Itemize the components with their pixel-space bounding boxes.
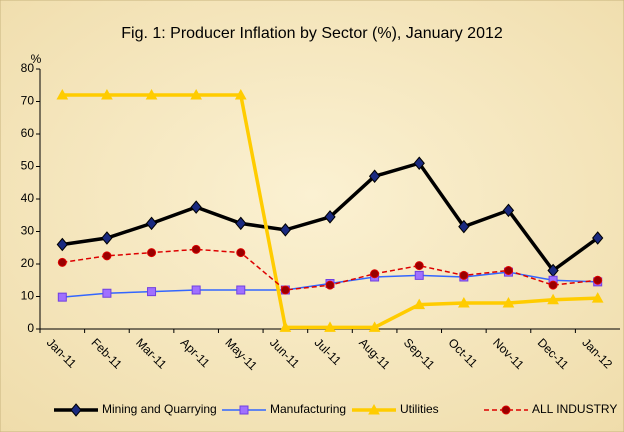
point (147, 248, 157, 258)
y-axis-label: % (31, 52, 42, 66)
point (101, 88, 113, 100)
point (324, 210, 336, 224)
point (56, 237, 68, 252)
point (370, 269, 380, 279)
legend-marker (501, 405, 511, 415)
y-tick-label: 50 (21, 159, 35, 173)
point (547, 293, 559, 305)
point (368, 321, 381, 332)
point (102, 251, 112, 261)
point (102, 288, 112, 298)
point (190, 200, 202, 214)
y-tick-label: 80 (21, 61, 35, 75)
y-tick-label: 0 (27, 321, 34, 335)
point (459, 270, 469, 280)
point (57, 292, 67, 302)
point (191, 244, 201, 254)
legend-label: Manufacturing (270, 402, 346, 416)
point (234, 88, 247, 100)
legend-marker (239, 405, 249, 415)
point (145, 216, 158, 231)
legend-label: Mining and Quarrying (102, 402, 217, 416)
point (145, 88, 158, 100)
point (279, 223, 292, 237)
point (101, 231, 113, 245)
y-tick-label: 10 (21, 289, 35, 303)
point (414, 270, 424, 280)
point (592, 231, 604, 245)
point (591, 292, 604, 303)
point (235, 216, 247, 231)
point (147, 287, 157, 297)
y-tick-label: 60 (21, 126, 35, 140)
point (457, 296, 470, 308)
point (57, 257, 67, 267)
legend-label: ALL INDUSTRY (532, 402, 617, 416)
legend-marker (368, 403, 380, 415)
y-tick-label: 30 (21, 224, 35, 238)
point (413, 298, 426, 310)
point (236, 285, 246, 295)
point (368, 169, 381, 184)
point (503, 266, 513, 275)
point (414, 261, 424, 271)
point (413, 156, 425, 171)
point (190, 88, 203, 100)
point (502, 296, 515, 308)
y-tick-label: 70 (21, 94, 35, 108)
point (56, 88, 69, 100)
point (279, 321, 292, 332)
y-tick-label: 20 (21, 256, 35, 270)
point (548, 280, 558, 290)
chart-title: Fig. 1: Producer Inflation by Sector (%)… (121, 25, 503, 42)
point (236, 248, 246, 258)
point (593, 275, 603, 285)
point (280, 285, 290, 295)
legend-label: Utilities (400, 402, 439, 416)
point (191, 285, 201, 295)
point (458, 219, 470, 234)
legend-marker (70, 403, 82, 417)
y-tick-label: 40 (21, 191, 35, 205)
point (502, 203, 515, 218)
point (325, 280, 335, 290)
point (324, 321, 336, 332)
